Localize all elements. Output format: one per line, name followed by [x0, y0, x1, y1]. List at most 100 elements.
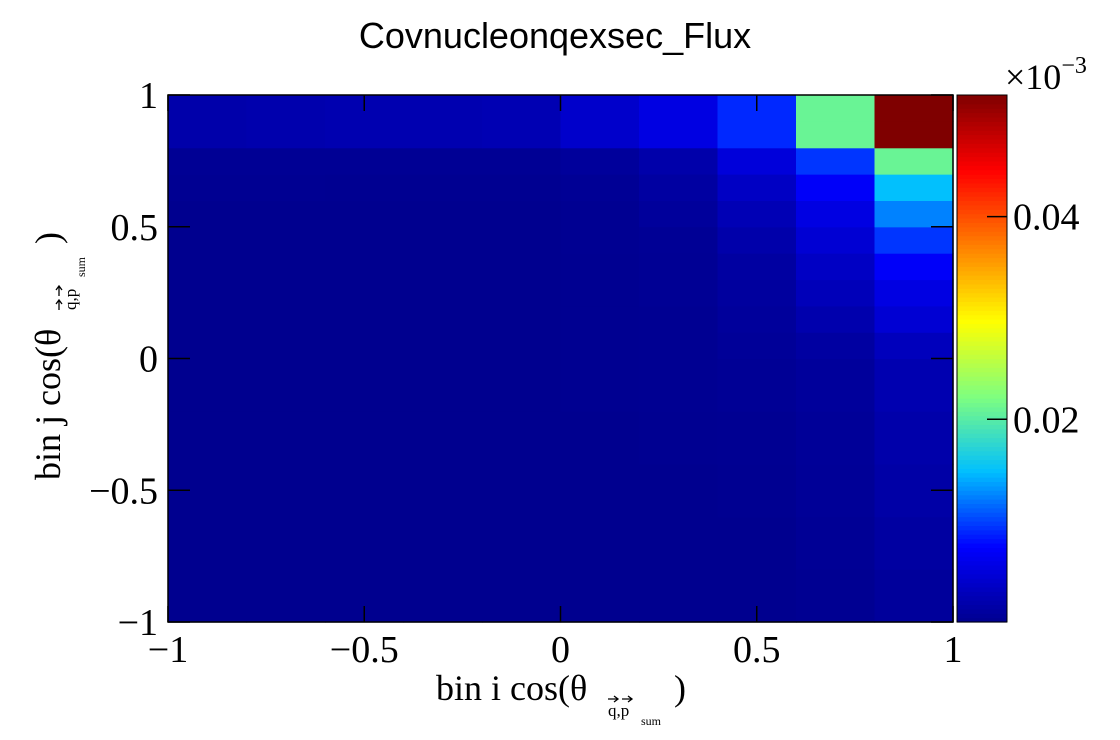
- heatmap-cell: [874, 147, 954, 175]
- heatmap-cell: [246, 569, 326, 623]
- heatmap-cell: [560, 332, 640, 360]
- colorbar-segment: [957, 604, 1007, 610]
- colorbar-segment: [957, 472, 1007, 478]
- y-tick-label: 0: [139, 339, 158, 381]
- heatmap-cell: [246, 358, 326, 412]
- colorbar-segment: [957, 582, 1007, 588]
- colorbar-segment: [957, 398, 1007, 404]
- colorbar-segment: [957, 411, 1007, 417]
- heatmap-cell: [874, 253, 954, 281]
- heatmap-cell: [560, 95, 640, 122]
- heatmap-cell: [246, 95, 326, 122]
- colorbar-segment: [957, 323, 1007, 329]
- heatmap-cell: [403, 226, 483, 254]
- colorbar-segment: [957, 288, 1007, 294]
- heatmap-cell: [168, 95, 248, 122]
- colorbar-segment: [957, 547, 1007, 553]
- colorbar-segment: [957, 608, 1007, 614]
- colorbar-segment: [957, 275, 1007, 281]
- heatmap-cell: [246, 332, 326, 360]
- heatmap-cell: [325, 200, 405, 228]
- heatmap-cell: [482, 411, 562, 465]
- heatmap-cell: [325, 226, 405, 254]
- colorbar-segment: [957, 362, 1007, 368]
- heatmap-cell: [168, 121, 248, 149]
- colorbar-segment: [957, 191, 1007, 197]
- heatmap-cell: [717, 358, 797, 412]
- heatmap-cell: [560, 121, 640, 149]
- colorbar-segment: [957, 178, 1007, 184]
- heatmap-cell: [482, 200, 562, 228]
- colorbar-segment: [957, 200, 1007, 206]
- heatmap-cell: [246, 200, 326, 228]
- x-tick-label: 1: [944, 629, 963, 671]
- colorbar-segment: [957, 248, 1007, 254]
- x-axis-label-prefix: bin i cos(θ: [436, 668, 587, 708]
- colorbar-segment: [957, 564, 1007, 570]
- colorbar-segment: [957, 499, 1007, 505]
- heatmap-cell: [717, 516, 797, 570]
- colorbar-segment: [957, 354, 1007, 360]
- y-label-q-arrow: [55, 298, 63, 310]
- heatmap-cell: [482, 147, 562, 175]
- y-axis-label: bin j cos(θ q,p sum ): [28, 232, 88, 480]
- colorbar-segment: [957, 112, 1007, 118]
- colorbar-segment: [957, 121, 1007, 127]
- colorbar-segment: [957, 446, 1007, 452]
- heatmap-cell: [325, 253, 405, 281]
- heatmap-cell: [246, 463, 326, 518]
- colorbar-segment: [957, 327, 1007, 333]
- heatmap-cell: [403, 121, 483, 149]
- heatmap-cell: [246, 147, 326, 175]
- colorbar-segment: [957, 556, 1007, 562]
- colorbar-segment: [957, 332, 1007, 338]
- heatmap-cell: [639, 411, 719, 465]
- colorbar-segment: [957, 283, 1007, 289]
- colorbar-segment: [957, 235, 1007, 241]
- colorbar-segment: [957, 529, 1007, 535]
- colorbar-segment: [957, 516, 1007, 522]
- colorbar-segment: [957, 595, 1007, 601]
- heatmap-cell: [403, 516, 483, 570]
- heatmap-cell: [874, 200, 954, 228]
- colorbar-segment: [957, 380, 1007, 386]
- colorbar-segment: [957, 520, 1007, 526]
- heatmap-cell: [874, 174, 954, 201]
- heatmap-cell: [168, 147, 248, 175]
- y-axis-label-suffix: ): [28, 232, 68, 244]
- heatmap-cell: [639, 569, 719, 623]
- heatmap-cell: [403, 95, 483, 122]
- colorbar-segment: [957, 459, 1007, 465]
- chart-title: Covnucleonqexsec_Flux: [359, 15, 751, 56]
- colorbar-segment: [957, 578, 1007, 584]
- heatmap-cell: [874, 411, 954, 465]
- colorbar-segment: [957, 152, 1007, 158]
- y-axis-label-subscript: q,p: [61, 289, 80, 310]
- colorbar-segment: [957, 213, 1007, 219]
- heatmap-cell: [639, 174, 719, 201]
- heatmap-cell: [560, 226, 640, 254]
- heatmap-cell: [482, 358, 562, 412]
- colorbar-segment: [957, 239, 1007, 245]
- colorbar-segment: [957, 270, 1007, 276]
- colorbar-segment: [957, 437, 1007, 443]
- heatmap-cell: [403, 147, 483, 175]
- colorbar-segment: [957, 340, 1007, 346]
- heatmap-cell: [246, 226, 326, 254]
- heatmap-cell: [560, 200, 640, 228]
- colorbar-segment: [957, 345, 1007, 351]
- heatmap-cell: [796, 305, 876, 333]
- heatmap-cell: [796, 463, 876, 518]
- heatmap-cell: [403, 463, 483, 518]
- colorbar-segment: [957, 147, 1007, 153]
- heatmap-cell: [796, 279, 876, 307]
- colorbar-segment: [957, 393, 1007, 399]
- colorbar-segment: [957, 292, 1007, 298]
- heatmap-cell: [874, 121, 954, 149]
- colorbar-segment: [957, 310, 1007, 316]
- colorbar-segment: [957, 490, 1007, 496]
- colorbar-segment: [957, 217, 1007, 223]
- heatmap-cell: [796, 332, 876, 360]
- colorbar-segment: [957, 169, 1007, 175]
- y-label-p-arrow: [55, 284, 63, 296]
